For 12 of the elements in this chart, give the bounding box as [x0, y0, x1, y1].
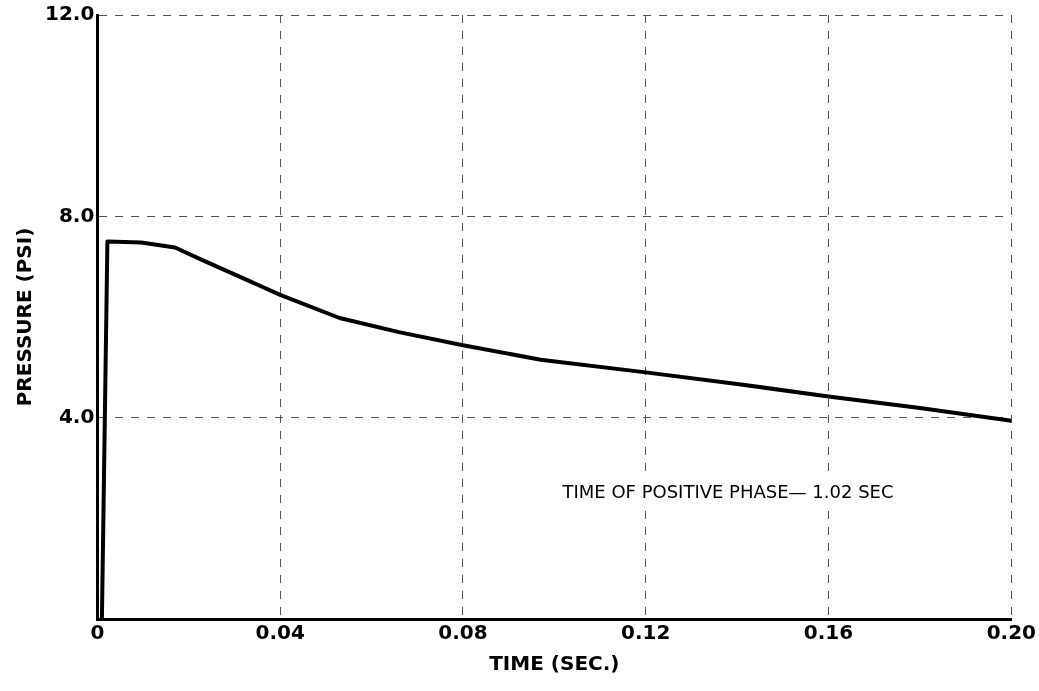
x-tick-label: 0: [90, 620, 105, 645]
x-tick-label: 0.04: [255, 620, 305, 645]
x-tick-label: 0.16: [803, 620, 854, 645]
x-axis-title: TIME (SEC.): [489, 651, 620, 676]
x-tick-label: 0.12: [621, 620, 671, 645]
y-tick-label: 12.0: [44, 1, 95, 26]
x-tick-label: 0.20: [986, 620, 1037, 645]
y-tick-label: 4.0: [58, 403, 95, 428]
annotation: TIME OF POSITIVE PHASE— 1.02 SEC: [561, 481, 894, 503]
y-axis-title: PRESSURE (PSI): [12, 227, 37, 407]
x-tick-label: 0.08: [438, 620, 488, 645]
y-tick-label: 8.0: [58, 202, 95, 227]
